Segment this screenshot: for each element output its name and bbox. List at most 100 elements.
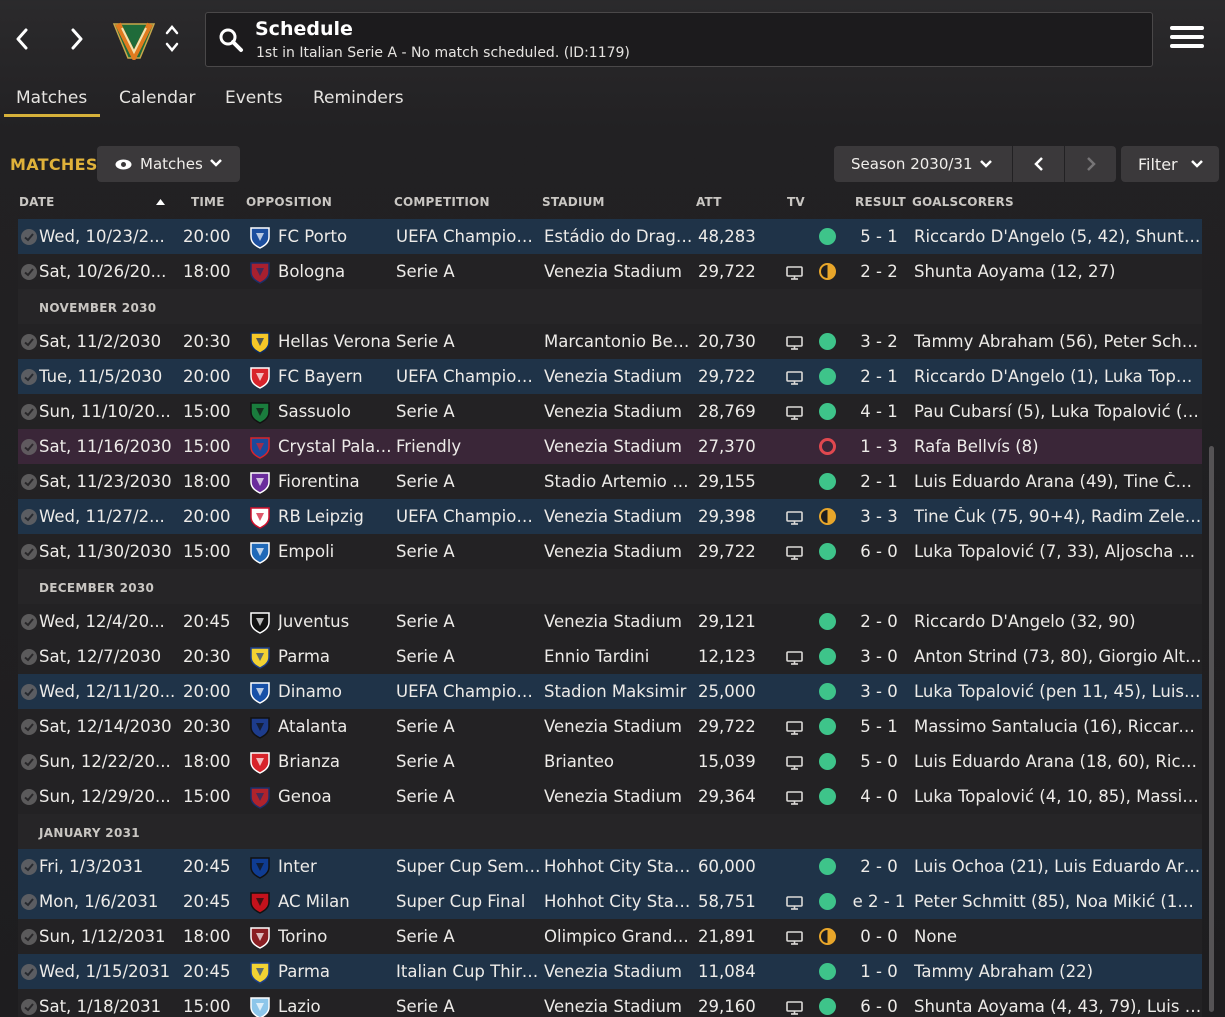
schedule-search-box[interactable]: Schedule 1st in Italian Serie A - No mat…	[205, 12, 1153, 67]
col-result[interactable]: RESULT	[855, 195, 906, 209]
opponent-name[interactable]: Hellas Verona	[278, 332, 391, 351]
stadium-name[interactable]: Venezia Stadium	[544, 997, 683, 1016]
stadium-name[interactable]: Venezia Stadium	[544, 542, 683, 561]
table-row[interactable]: Sat, 11/16/2030 15:00 Crystal Palace Friend…	[18, 429, 1202, 464]
opponent-name[interactable]: Dinamo	[278, 682, 343, 701]
opponent-name[interactable]: FC Porto	[278, 227, 348, 246]
sort-ascending-icon[interactable]	[156, 199, 165, 205]
competition-name[interactable]: Serie A	[396, 647, 455, 666]
table-row[interactable]: Sat, 11/23/2030 18:00 Fiorentina Serie A Sta…	[18, 464, 1202, 499]
match-result[interactable]: 2 - 0	[860, 857, 898, 876]
stadium-name[interactable]: Stadio Artemio F...	[544, 472, 694, 491]
competition-name[interactable]: Serie A	[396, 927, 455, 946]
stadium-name[interactable]: Venezia Stadium	[544, 717, 683, 736]
opponent-name[interactable]: Bologna	[278, 262, 346, 281]
table-row[interactable]: Wed, 10/23/2... 20:00 FC Porto UEFA Champio…	[18, 219, 1202, 254]
check-icon[interactable]	[21, 264, 37, 280]
match-result[interactable]: 3 - 3	[860, 507, 898, 526]
search-icon[interactable]	[218, 27, 244, 53]
col-tv[interactable]: TV	[787, 195, 805, 209]
competition-name[interactable]: Serie A	[396, 332, 455, 351]
table-row[interactable]: Sat, 12/14/2030 20:30 Atalanta Serie A Venez…	[18, 709, 1202, 744]
opponent-name[interactable]: Fiorentina	[278, 472, 360, 491]
col-time[interactable]: TIME	[191, 195, 225, 209]
competition-name[interactable]: Serie A	[396, 542, 455, 561]
competition-name[interactable]: UEFA Champion...	[396, 682, 542, 701]
atalanta-crest-icon[interactable]	[248, 715, 272, 739]
sassuolo-crest-icon[interactable]	[248, 400, 272, 424]
col-att[interactable]: ATT	[696, 195, 722, 209]
opponent-name[interactable]: Torino	[278, 927, 328, 946]
brianza-crest-icon[interactable]	[248, 750, 272, 774]
stadium-name[interactable]: Hohhot City Stad...	[544, 892, 694, 911]
check-icon[interactable]	[21, 719, 37, 735]
opponent-name[interactable]: Genoa	[278, 787, 332, 806]
match-result[interactable]: 4 - 0	[860, 787, 898, 806]
stadium-name[interactable]: Estádio do Dragão	[544, 227, 694, 246]
table-row[interactable]: Sun, 12/22/20... 18:00 Brianza Serie A Brian…	[18, 744, 1202, 779]
competition-name[interactable]: Serie A	[396, 262, 455, 281]
club-logo-icon[interactable]	[112, 20, 156, 63]
stadium-name[interactable]: Venezia Stadium	[544, 962, 683, 981]
stadium-name[interactable]: Olimpico Grande...	[544, 927, 694, 946]
check-icon[interactable]	[21, 404, 37, 420]
tab-reminders[interactable]: Reminders	[313, 88, 404, 108]
table-row[interactable]: Sat, 11/2/2030 20:30 Hellas Verona Serie A M…	[18, 324, 1202, 359]
stadium-name[interactable]: Brianteo	[544, 752, 614, 771]
filter-button[interactable]: Filter	[1121, 146, 1219, 182]
milan-crest-icon[interactable]	[248, 890, 272, 914]
hamburger-menu-icon[interactable]	[1170, 26, 1204, 52]
dinamo-crest-icon[interactable]	[248, 680, 272, 704]
leipzig-crest-icon[interactable]	[248, 505, 272, 529]
table-row[interactable]: Sun, 12/29/20... 15:00 Genoa Serie A Venezia…	[18, 779, 1202, 814]
juventus-crest-icon[interactable]	[248, 610, 272, 634]
opponent-name[interactable]: Inter	[278, 857, 317, 876]
bayern-crest-icon[interactable]	[248, 365, 272, 389]
match-result[interactable]: 6 - 0	[860, 997, 898, 1016]
check-icon[interactable]	[21, 649, 37, 665]
competition-name[interactable]: Super Cup Semi...	[396, 857, 542, 876]
stadium-name[interactable]: Venezia Stadium	[544, 262, 683, 281]
match-result[interactable]: 2 - 1	[860, 367, 898, 386]
opponent-name[interactable]: Parma	[278, 962, 330, 981]
table-row[interactable]: Sat, 10/26/20... 18:00 Bologna Serie A Venez…	[18, 254, 1202, 289]
opponent-name[interactable]: Crystal Palace	[278, 437, 392, 456]
competition-name[interactable]: Serie A	[396, 997, 455, 1016]
match-result[interactable]: e 2 - 1	[852, 892, 906, 911]
bologna-crest-icon[interactable]	[248, 260, 272, 284]
table-row[interactable]: Sat, 12/7/2030 20:30 Parma Serie A Ennio Tar…	[18, 639, 1202, 674]
empoli-crest-icon[interactable]	[248, 540, 272, 564]
check-icon[interactable]	[21, 229, 37, 245]
competition-name[interactable]: Friendly	[396, 437, 462, 456]
stadium-name[interactable]: Venezia Stadium	[544, 787, 683, 806]
match-result[interactable]: 2 - 2	[860, 262, 898, 281]
opponent-name[interactable]: Empoli	[278, 542, 335, 561]
scrollbar[interactable]	[1209, 446, 1214, 1012]
table-row[interactable]: Wed, 11/27/2... 20:00 RB Leipzig UEFA Champ…	[18, 499, 1202, 534]
stadium-name[interactable]: Hohhot City Stad...	[544, 857, 694, 876]
opponent-name[interactable]: Juventus	[278, 612, 350, 631]
opponent-name[interactable]: Parma	[278, 647, 330, 666]
competition-name[interactable]: Super Cup Final	[396, 892, 526, 911]
match-result[interactable]: 5 - 0	[860, 752, 898, 771]
lazio-crest-icon[interactable]	[248, 995, 272, 1017]
stadium-name[interactable]: Venezia Stadium	[544, 402, 683, 421]
stadium-name[interactable]: Marcantonio Ben...	[544, 332, 694, 351]
previous-season-button[interactable]	[1013, 146, 1064, 182]
club-switch-icon[interactable]	[163, 22, 181, 56]
next-season-button[interactable]	[1065, 146, 1116, 182]
match-result[interactable]: 1 - 0	[860, 962, 898, 981]
tab-events[interactable]: Events	[225, 88, 283, 108]
check-icon[interactable]	[21, 509, 37, 525]
torino-crest-icon[interactable]	[248, 925, 272, 949]
forward-arrow-icon[interactable]	[62, 24, 92, 54]
col-stadium[interactable]: STADIUM	[542, 195, 605, 209]
check-icon[interactable]	[21, 369, 37, 385]
competition-name[interactable]: Serie A	[396, 787, 455, 806]
check-icon[interactable]	[21, 999, 37, 1015]
col-date[interactable]: DATE	[19, 195, 55, 209]
opponent-name[interactable]: RB Leipzig	[278, 507, 364, 526]
porto-crest-icon[interactable]	[248, 225, 272, 249]
opponent-name[interactable]: FC Bayern	[278, 367, 363, 386]
check-icon[interactable]	[21, 894, 37, 910]
